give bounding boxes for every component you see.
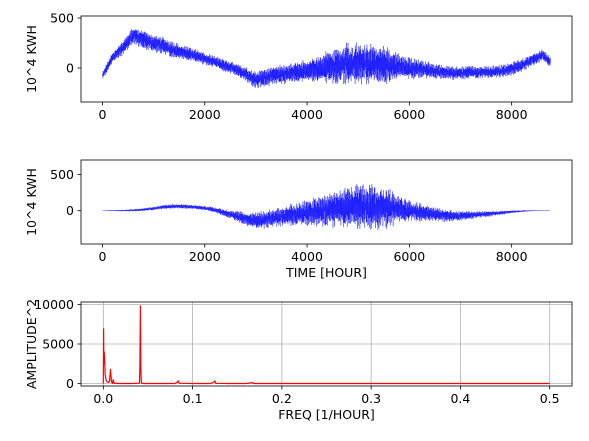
load-timeseries-chart: 0 2000 4000 6000 8000 0 500 10^4 KWH: [24, 11, 573, 122]
series-line: [102, 184, 551, 231]
y-axis-ticks: 0 5000 10000: [34, 297, 81, 391]
series-line: [102, 28, 551, 89]
x-axis-ticks: 0 2000 4000 6000 8000: [99, 102, 528, 122]
x-tick-label: 6000: [393, 249, 425, 264]
y-axis-ticks: 0 500: [50, 167, 81, 218]
x-tick-label: 0.0: [93, 391, 113, 406]
x-tick-label: 2000: [189, 249, 221, 264]
y-tick-label: 5000: [42, 337, 74, 352]
x-tick-label: 0.3: [361, 391, 381, 406]
y-tick-label: 10000: [34, 297, 74, 312]
x-tick-label: 0.2: [272, 391, 292, 406]
x-tick-label: 0.4: [450, 391, 470, 406]
y-tick-label: 500: [50, 11, 74, 26]
series-line: [102, 305, 550, 385]
y-tick-label: 500: [50, 167, 74, 182]
x-tick-label: 2000: [189, 107, 221, 122]
power-spectrum-chart: 0.0 0.1 0.2 0.3 0.4 0.5 0 5000 10000 AMPLITUDE^…: [24, 297, 573, 422]
filtered-timeseries-chart: 0 2000 4000 6000 8000 0 500 10^4 KWH TIME [HO…: [24, 159, 573, 280]
series-marks: [102, 305, 550, 385]
y-axis-label: 10^4 KWH: [24, 168, 39, 236]
x-axis-ticks: 0.0 0.1 0.2 0.3 0.4 0.5: [93, 386, 560, 406]
x-axis-label: TIME [HOUR]: [285, 265, 367, 280]
y-axis-label: AMPLITUDE^2: [24, 299, 39, 389]
x-axis-label: FREQ [1/HOUR]: [278, 407, 375, 422]
y-axis-ticks: 0 500: [50, 11, 81, 76]
y-tick-label: 0: [66, 203, 74, 218]
plot-frame: [80, 15, 573, 103]
x-tick-label: 0.1: [183, 391, 203, 406]
x-tick-label: 0.5: [540, 391, 560, 406]
y-tick-label: 0: [66, 61, 74, 76]
y-tick-label: 0: [66, 376, 74, 391]
x-tick-label: 8000: [496, 107, 528, 122]
x-tick-label: 4000: [291, 107, 323, 122]
series-marks: [102, 184, 551, 231]
x-tick-label: 0: [99, 249, 107, 264]
x-tick-label: 8000: [496, 249, 528, 264]
plot-frame: [80, 159, 573, 245]
x-tick-label: 0: [99, 107, 107, 122]
series-marks: [102, 28, 551, 89]
x-tick-label: 6000: [393, 107, 425, 122]
x-tick-label: 4000: [291, 249, 323, 264]
y-axis-label: 10^4 KWH: [24, 25, 39, 93]
x-axis-ticks: 0 2000 4000 6000 8000: [99, 244, 528, 264]
